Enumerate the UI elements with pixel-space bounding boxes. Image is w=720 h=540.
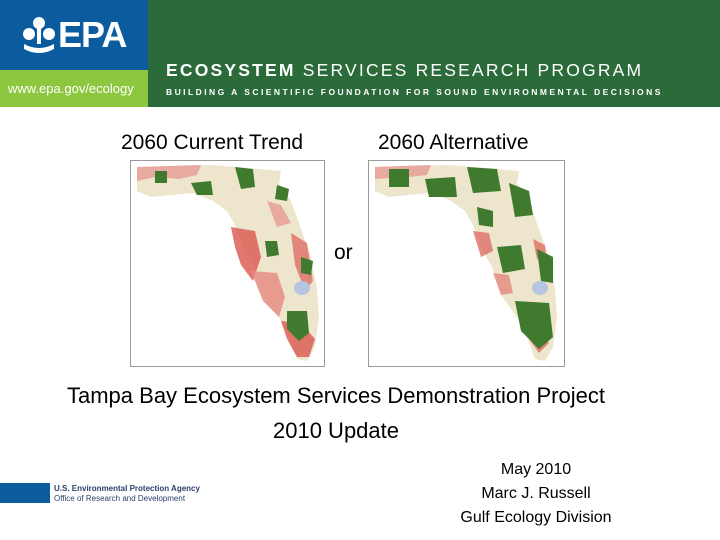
agency-office: Office of Research and Development xyxy=(54,494,186,503)
project-title: Tampa Bay Ecosystem Services Demonstrati… xyxy=(67,383,605,408)
presentation-date: May 2010 xyxy=(500,461,572,478)
epa-flower-icon xyxy=(23,17,55,53)
project-subtitle: 2010 Update xyxy=(273,418,399,443)
program-title-bold: ECOSYSTEM xyxy=(166,60,296,80)
or-connector-label: or xyxy=(334,241,353,264)
epa-logo-text: EPA xyxy=(58,14,127,55)
agency-name: U.S. Environmental Protection Agency xyxy=(54,484,200,493)
program-title-rest: SERVICES RESEARCH PROGRAM xyxy=(295,60,644,80)
florida-map-alternative xyxy=(375,165,557,361)
header-banner: EPA www.epa.gov/ecology ECOSYSTEM SERVIC… xyxy=(0,0,720,107)
ecology-url-link[interactable]: www.epa.gov/ecology xyxy=(0,70,148,107)
current-trend-label: 2060 Current Trend xyxy=(121,131,304,154)
agency-color-bar xyxy=(0,483,50,503)
current-trend-map xyxy=(130,160,325,367)
alternative-map xyxy=(368,160,565,367)
author-name: Marc J. Russell xyxy=(481,485,591,502)
alternative-label: 2060 Alternative xyxy=(378,131,529,154)
program-subtitle: BUILDING A SCIENTIFIC FOUNDATION FOR SOU… xyxy=(166,87,663,97)
epa-logo[interactable]: EPA xyxy=(0,0,148,70)
program-title: ECOSYSTEM SERVICES RESEARCH PROGRAM xyxy=(166,60,643,81)
florida-map-current-trend xyxy=(137,165,319,361)
author-division: Gulf Ecology Division xyxy=(460,509,612,526)
